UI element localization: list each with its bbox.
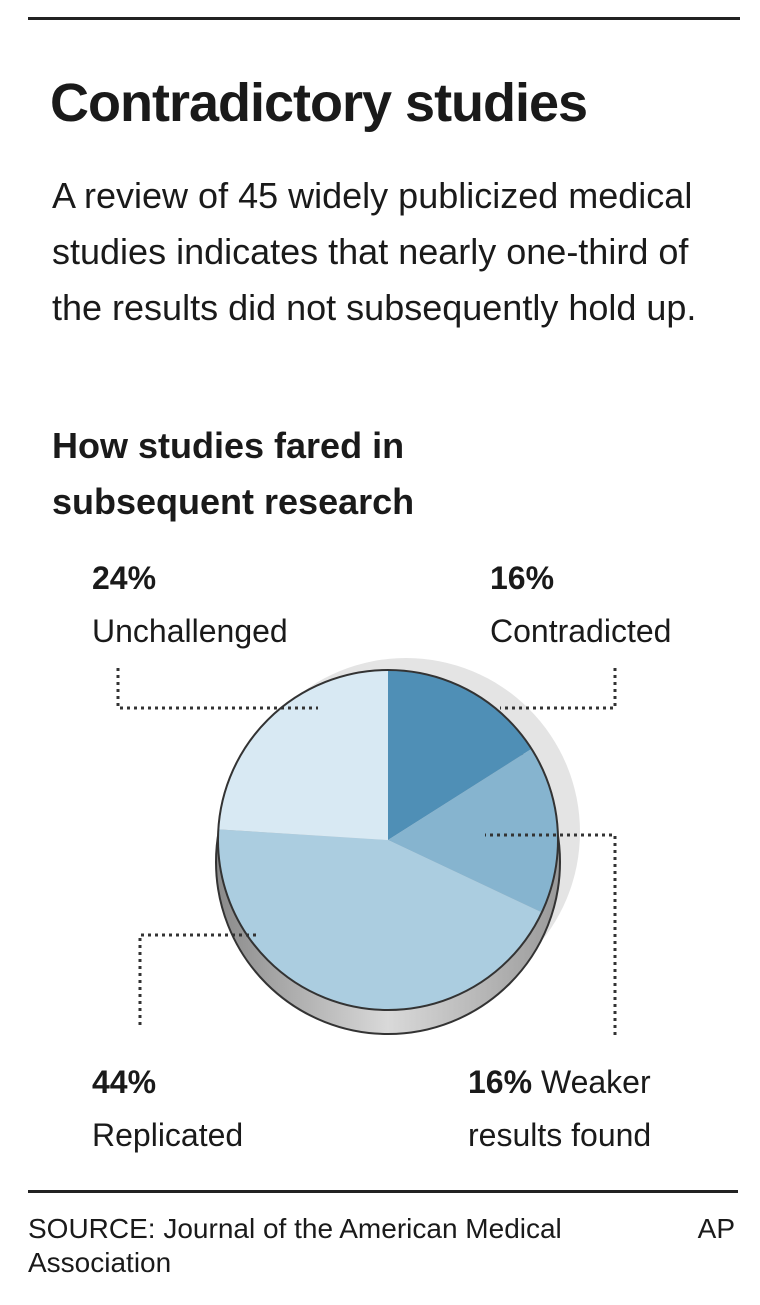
category-label: Replicated bbox=[92, 1117, 244, 1153]
category-label: Weaker results found bbox=[468, 1064, 652, 1153]
slice-label: 24% Unchallenged bbox=[92, 552, 288, 658]
pie-slice bbox=[388, 748, 559, 913]
source: SOURCE: Journal of the American Medical … bbox=[28, 1213, 562, 1278]
value-label: 24% bbox=[92, 560, 157, 596]
top-rule bbox=[28, 17, 740, 20]
pie-slice bbox=[217, 829, 542, 1011]
chart-heading: How studies fared in subsequent research bbox=[52, 425, 415, 522]
slice-label: 44% Replicated bbox=[92, 1056, 243, 1162]
value-label: 16% bbox=[490, 560, 555, 596]
pie-outline bbox=[217, 669, 559, 1011]
value-label: 16% bbox=[468, 1064, 533, 1100]
slice-label: 16% Contradicted bbox=[490, 552, 671, 658]
title: Contradictory studies bbox=[50, 73, 588, 133]
bottom-rule bbox=[28, 1190, 738, 1193]
category-label: Contradicted bbox=[490, 613, 672, 649]
subtitle: A review of 45 widely publicized medical… bbox=[52, 175, 697, 328]
value-label: 44% bbox=[92, 1064, 157, 1100]
leader-lines bbox=[116, 668, 617, 1035]
leader-line bbox=[138, 933, 258, 1025]
pie-slice bbox=[388, 670, 532, 840]
category-label: Unchallenged bbox=[92, 613, 288, 649]
slice-label: 16% Weaker results found bbox=[468, 1056, 708, 1162]
credit: AP bbox=[697, 1213, 735, 1244]
pie-slice bbox=[218, 670, 388, 840]
